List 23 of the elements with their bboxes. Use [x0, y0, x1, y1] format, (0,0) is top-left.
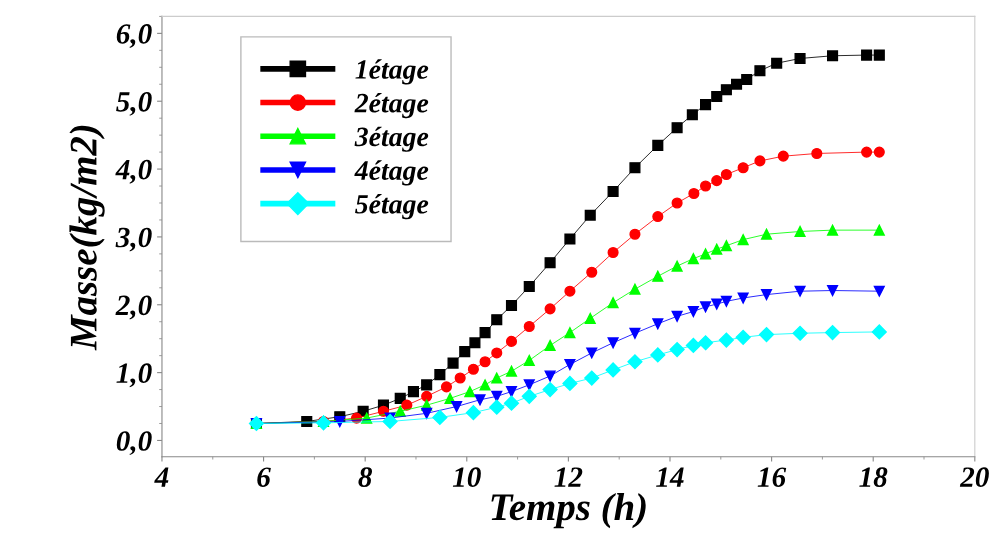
y-tick-label: 5,0: [116, 91, 152, 116]
y-tick-label: 3,0: [115, 227, 152, 252]
legend-label: 2étage: [354, 92, 429, 119]
x-tick-label: 20: [959, 467, 989, 487]
legend-label: 1étage: [355, 59, 429, 85]
y-tick-label: 6,0: [116, 24, 152, 49]
x-tick-label: 10: [452, 467, 481, 487]
x-tick-label: 14: [656, 467, 684, 487]
y-tick-label: 4,0: [115, 159, 152, 184]
legend-label: 4étage: [354, 160, 429, 186]
y-tick-label: 1,0: [116, 363, 152, 388]
x-tick-label: 4: [154, 467, 169, 487]
x-axis-title: Temps (h): [491, 492, 646, 529]
legend-label: 5étage: [355, 194, 429, 220]
x-tick-label: 12: [554, 467, 583, 487]
y-tick-label: 0,0: [116, 431, 152, 456]
y-axis-title: Masse(kg/m2): [69, 125, 105, 351]
x-tick-label: 6: [257, 467, 271, 487]
x-tick-label: 16: [757, 467, 787, 487]
x-tick-label: 8: [358, 467, 373, 487]
y-tick-label: 2,0: [115, 295, 152, 320]
legend-label: 3étage: [354, 126, 429, 152]
x-tick-label: 18: [859, 467, 888, 487]
